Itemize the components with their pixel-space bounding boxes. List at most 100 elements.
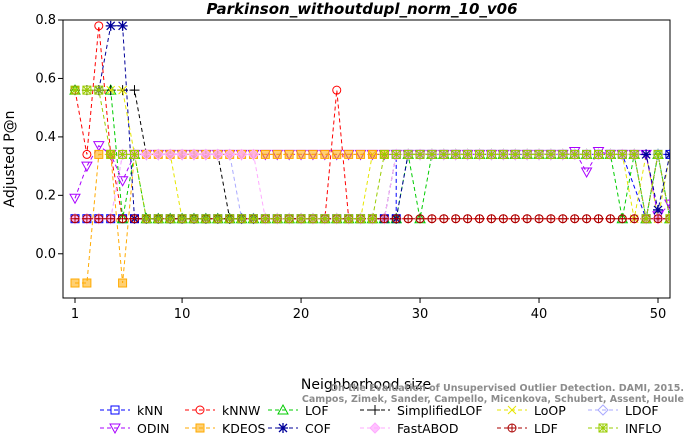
data-point	[370, 405, 380, 415]
data-point	[391, 149, 401, 159]
data-point	[653, 149, 663, 159]
data-point	[367, 214, 377, 224]
data-point	[677, 214, 687, 224]
y-tick-label: 0.8	[35, 13, 56, 28]
legend-item-kNN: kNN	[100, 403, 163, 418]
data-point	[200, 148, 212, 161]
data-point	[451, 214, 461, 224]
data-point	[677, 149, 687, 159]
data-point	[69, 193, 81, 205]
x-tick-label: 10	[174, 307, 191, 322]
data-point	[70, 85, 80, 95]
data-point	[664, 149, 670, 160]
data-point	[118, 85, 127, 95]
data-point	[82, 214, 92, 224]
data-point	[140, 148, 153, 161]
data-point	[109, 423, 121, 434]
y-tick-label: 0.2	[35, 188, 56, 203]
data-point	[427, 149, 437, 159]
data-point	[81, 161, 93, 173]
data-point	[195, 423, 205, 433]
legend-item-INFLO: INFLO	[588, 421, 662, 434]
data-point	[356, 149, 366, 159]
data-point	[582, 214, 592, 224]
legend-item-LoOP: LoOP	[497, 403, 566, 418]
data-point	[106, 85, 116, 95]
data-point	[463, 214, 473, 224]
data-point	[605, 149, 615, 159]
data-point	[641, 149, 652, 160]
data-point	[580, 167, 593, 178]
data-point	[129, 85, 140, 96]
data-point	[118, 149, 128, 159]
data-point	[152, 148, 164, 161]
data-point	[247, 148, 260, 161]
data-point	[594, 149, 604, 159]
data-point	[308, 149, 318, 159]
series-ODIN	[69, 141, 670, 222]
data-point	[118, 214, 128, 224]
data-point	[678, 215, 686, 223]
legend-label: kNNW	[222, 403, 260, 418]
data-point	[475, 214, 485, 224]
data-point	[582, 149, 592, 159]
legend-label: LDOF	[625, 403, 659, 418]
data-point	[653, 204, 663, 215]
data-point	[558, 149, 568, 159]
data-point	[188, 148, 200, 161]
plot-frame	[62, 19, 671, 299]
data-point	[367, 149, 377, 159]
data-point	[534, 149, 544, 159]
data-point	[201, 214, 211, 224]
data-point	[617, 149, 627, 159]
data-point	[415, 149, 425, 159]
data-point	[212, 148, 224, 161]
series-line	[74, 144, 670, 217]
legend-item-FastABOD: FastABOD	[360, 421, 459, 434]
data-point	[164, 148, 176, 161]
legend-label: LoOP	[534, 403, 566, 418]
data-point	[165, 214, 175, 224]
data-point	[116, 176, 129, 187]
legend-item-kNNW: kNNW	[185, 403, 260, 418]
data-point	[677, 214, 687, 224]
data-point	[629, 214, 639, 224]
legend-label: INFLO	[625, 421, 662, 434]
legend-item-SimplifiedLOF: SimplifiedLOF	[360, 403, 483, 418]
data-point	[594, 214, 604, 224]
data-point	[118, 278, 128, 288]
data-point	[70, 214, 80, 224]
data-point	[391, 214, 401, 224]
data-point	[629, 149, 639, 159]
legend-label: KDEOS	[222, 421, 266, 434]
series-INFLO	[70, 85, 670, 224]
data-point	[153, 214, 163, 224]
data-point	[332, 149, 342, 159]
series-line	[75, 89, 670, 221]
y-tick-label: 0.0	[35, 247, 56, 262]
data-point	[296, 149, 306, 159]
data-point	[369, 422, 381, 434]
data-point	[403, 149, 413, 159]
data-point	[463, 149, 473, 159]
x-tick-label: 40	[531, 307, 548, 322]
data-point	[403, 214, 413, 224]
legend-item-LOF: LOF	[268, 403, 329, 418]
data-point	[534, 214, 544, 224]
data-point	[177, 214, 187, 224]
data-point	[272, 149, 282, 159]
data-point	[664, 199, 670, 211]
data-point	[617, 214, 627, 224]
data-point	[308, 214, 318, 224]
data-point	[678, 150, 686, 158]
legend-item-LDF: LDF	[497, 421, 558, 434]
data-point	[129, 214, 139, 224]
data-point	[235, 148, 248, 161]
series-layer	[69, 20, 687, 288]
data-point	[117, 20, 128, 31]
data-point	[522, 149, 532, 159]
data-point	[106, 149, 116, 159]
data-point	[510, 214, 520, 224]
data-point	[195, 405, 205, 415]
